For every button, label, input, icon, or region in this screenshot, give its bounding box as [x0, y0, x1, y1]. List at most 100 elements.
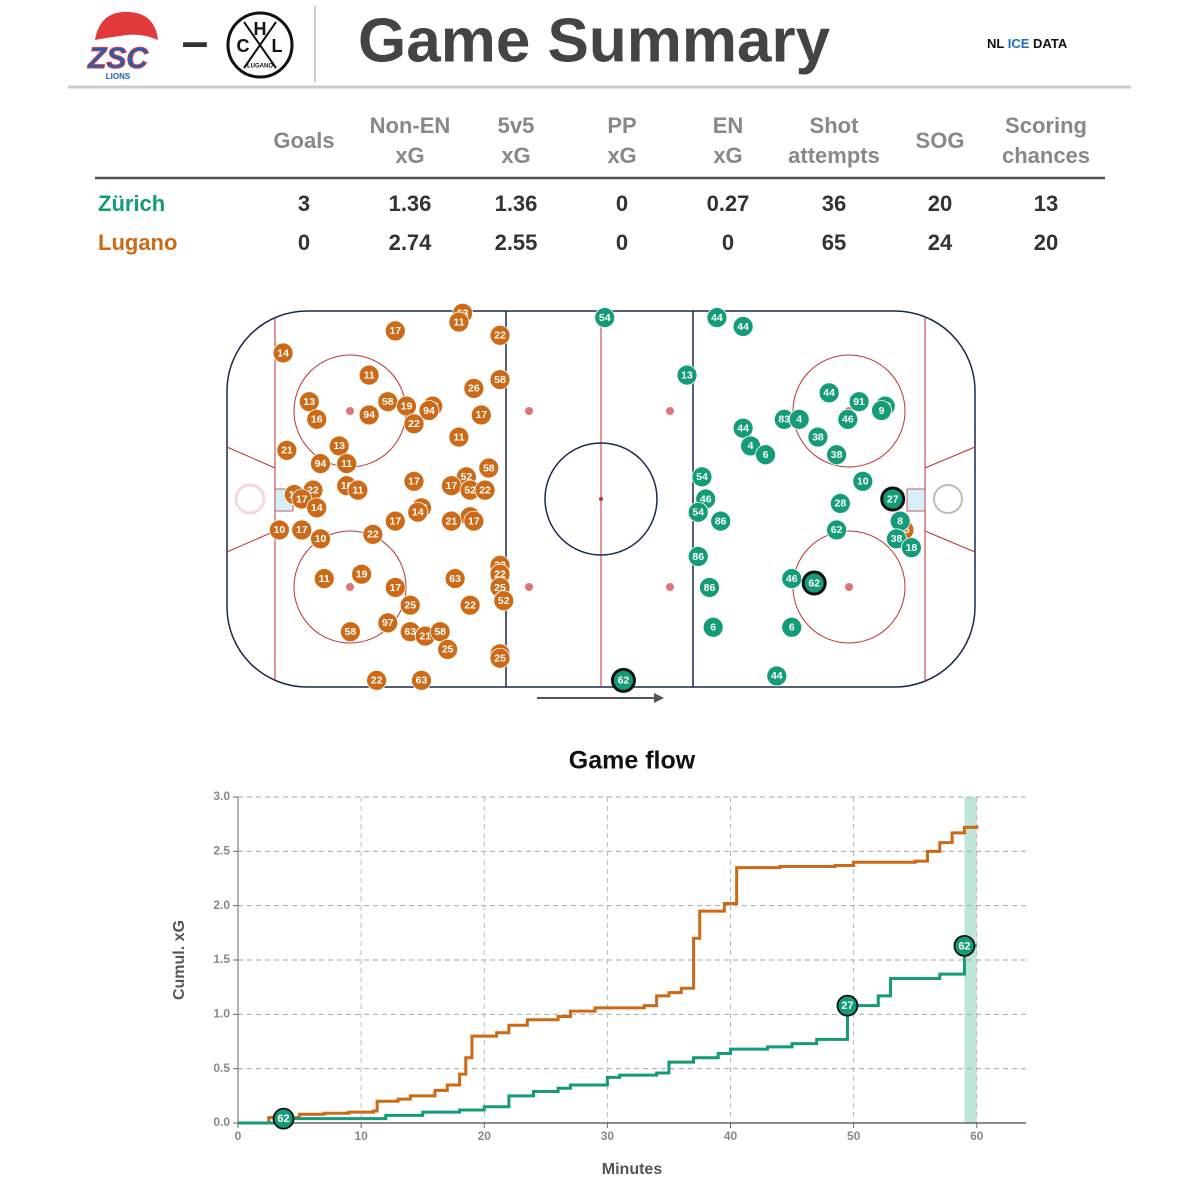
shot-number: 16 — [311, 414, 323, 426]
table-cell: 13 — [1034, 191, 1058, 216]
shot — [429, 621, 451, 643]
dot — [845, 583, 853, 591]
shot-number: 38 — [831, 449, 843, 461]
x-axis-label: Minutes — [602, 1161, 663, 1178]
shot-number: 86 — [704, 582, 716, 594]
y-tick-label: 1.5 — [213, 952, 230, 966]
shot-number: 22 — [464, 599, 476, 611]
shot-number: 17 — [296, 524, 308, 536]
goal-label: 62 — [277, 1113, 289, 1125]
x-tick-label: 10 — [354, 1129, 368, 1143]
shot-number: 14 — [277, 347, 289, 359]
x-tick-label: 50 — [847, 1129, 861, 1143]
shot — [788, 408, 810, 430]
shot-number: 94 — [315, 458, 327, 470]
shot — [336, 453, 358, 475]
shot — [362, 523, 384, 545]
shot-number: 11 — [364, 369, 375, 381]
shot-number: 25 — [494, 582, 506, 594]
shot-number: 17 — [446, 480, 458, 492]
shot — [407, 501, 429, 523]
shot-number: 86 — [715, 515, 727, 527]
shot-number: 28 — [835, 498, 847, 510]
title: Game Summary — [358, 6, 831, 75]
shot — [444, 568, 466, 590]
shot-number: 10 — [315, 533, 327, 545]
shot — [448, 426, 470, 448]
shot-number: 38 — [812, 431, 824, 443]
column-header: Goals — [273, 128, 334, 153]
shot — [687, 546, 709, 567]
shot — [489, 369, 511, 390]
shot-number: 11 — [453, 431, 464, 443]
y-tick-label: 2.0 — [213, 898, 230, 912]
shot-number: 46 — [700, 493, 712, 505]
shot-number: 22 — [494, 330, 506, 342]
away-logo-sub: LUGANO — [247, 64, 273, 70]
shot-number: 94 — [363, 409, 375, 421]
xg-line — [238, 825, 979, 1125]
shot — [489, 324, 511, 346]
shot-number: 22 — [371, 675, 383, 687]
shot-number: 6 — [763, 449, 769, 461]
lion-head — [95, 11, 158, 40]
shot — [702, 616, 724, 638]
table-cell: 3 — [298, 191, 310, 216]
table-cell: 1.36 — [389, 191, 432, 216]
home-logo: ZSC LIONS — [87, 11, 158, 81]
crease — [906, 488, 926, 512]
shot — [871, 400, 892, 421]
shot-number: 13 — [333, 440, 345, 452]
shot-number: 17 — [389, 582, 401, 594]
shot — [732, 316, 754, 337]
column-header: 5v5 — [498, 113, 535, 138]
x-tick-label: 0 — [235, 1129, 242, 1143]
y-tick-label: 2.5 — [213, 844, 230, 858]
shot-number: 22 — [479, 484, 491, 496]
team-name: Zürich — [98, 191, 165, 216]
shot-number: 11 — [352, 484, 363, 496]
shot — [306, 497, 328, 519]
shot-number: 8 — [897, 515, 903, 527]
separator: – — [182, 16, 209, 69]
shot-number: 17 — [475, 409, 487, 421]
shot — [463, 378, 485, 399]
shot — [384, 577, 406, 598]
shot-number: 94 — [423, 405, 435, 417]
shot — [848, 391, 870, 413]
shot — [781, 568, 803, 590]
shot — [366, 669, 388, 691]
shot-number: 52 — [461, 471, 473, 483]
shot — [755, 444, 776, 466]
shot-number: 4 — [796, 414, 802, 426]
shot-number: 54 — [696, 471, 708, 483]
goal-label: 27 — [841, 1000, 853, 1012]
shot-number: 27 — [887, 493, 899, 505]
dot — [346, 583, 354, 591]
faceoff-circle — [792, 354, 906, 468]
shot-number: 52 — [498, 595, 510, 607]
shot — [807, 426, 829, 448]
table-cell: 2.55 — [495, 230, 538, 255]
goal-label: 62 — [958, 940, 970, 952]
shot — [826, 444, 848, 466]
away-watermark — [933, 484, 963, 514]
y-tick-label: 0.5 — [213, 1061, 230, 1075]
away-logo: C H L LUGANO — [226, 11, 294, 79]
shot-number: 22 — [367, 529, 379, 541]
shot — [403, 470, 425, 492]
shot-number: 63 — [449, 573, 461, 585]
shot-number: 62 — [831, 524, 843, 536]
shot — [493, 590, 515, 612]
team-name: Lugano — [98, 230, 177, 255]
column-header: SOG — [916, 128, 965, 153]
table-cell: 20 — [1034, 230, 1058, 255]
brand-part: DATA — [1033, 36, 1068, 51]
shot-number: 17 — [389, 325, 401, 337]
shot-number: 22 — [408, 418, 420, 430]
shot-number: 25 — [404, 599, 416, 611]
goal-shot — [801, 570, 827, 596]
shot-number: 11 — [453, 316, 464, 328]
column-header: attempts — [788, 143, 880, 168]
column-header: PP — [607, 113, 636, 138]
